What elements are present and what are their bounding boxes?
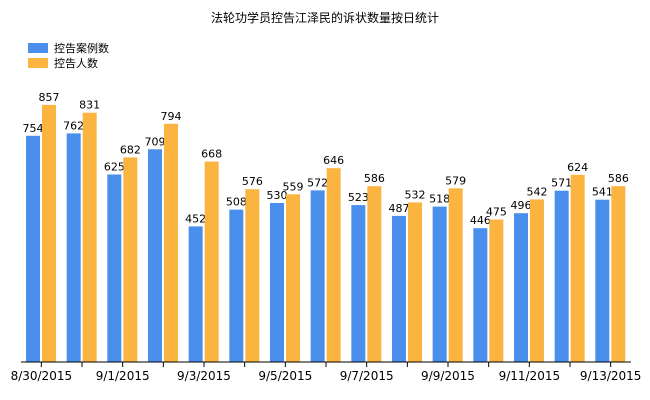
data-label-people: 586 [364, 172, 385, 185]
x-tick-label: 9/9/2015 [421, 369, 475, 383]
data-label-cases: 487 [389, 202, 410, 215]
bar-cases [107, 174, 122, 362]
data-label-people: 559 [283, 180, 304, 193]
data-label-cases: 709 [145, 135, 166, 148]
data-label-people: 542 [527, 185, 548, 198]
x-tick-label: 9/13/2015 [580, 369, 642, 383]
data-label-cases: 452 [185, 212, 206, 225]
x-tick-label: 9/7/2015 [340, 369, 394, 383]
data-label-cases: 572 [307, 176, 328, 189]
data-label-cases: 508 [226, 196, 247, 209]
bar-people [245, 189, 260, 362]
chart-title: 法轮功学员控告江泽民的诉状数量按日统计 [210, 11, 439, 25]
bar-people [164, 123, 178, 362]
legend-label-people: 控告人数 [54, 56, 98, 70]
bar-cases [473, 228, 488, 362]
bar-people [408, 202, 422, 362]
data-label-people: 831 [79, 99, 100, 112]
data-label-people: 682 [120, 143, 141, 156]
legend-item-people: 控告人数 [28, 55, 109, 70]
data-label-people: 576 [242, 175, 263, 188]
data-label-cases: 518 [429, 193, 450, 206]
x-tick-label: 9/5/2015 [258, 369, 312, 383]
data-label-people: 586 [608, 172, 629, 185]
data-label-cases: 625 [104, 161, 125, 174]
bar-people [42, 104, 56, 363]
data-label-cases: 496 [511, 199, 532, 212]
bar-people [489, 219, 504, 362]
data-label-people: 579 [445, 174, 466, 187]
bar-people [286, 194, 300, 362]
bar-cases [392, 215, 406, 362]
bar-people [367, 186, 382, 362]
x-tick-label: 8/30/2015 [11, 369, 73, 383]
data-label-cases: 446 [470, 214, 491, 227]
data-label-people: 794 [161, 110, 182, 123]
bar-cases [554, 190, 569, 362]
bar-cases [26, 135, 40, 362]
data-label-cases: 754 [23, 122, 44, 135]
data-label-cases: 530 [267, 189, 288, 202]
data-label-people: 857 [39, 91, 60, 104]
bar-cases [514, 213, 528, 362]
bar-people [611, 186, 626, 362]
legend-item-cases: 控告案例数 [28, 40, 109, 55]
legend: 控告案例数 控告人数 [28, 40, 109, 70]
x-tick-label: 9/1/2015 [96, 369, 150, 383]
bar-people [82, 112, 97, 362]
data-label-cases: 571 [551, 177, 572, 190]
bar-people [123, 157, 138, 362]
data-label-people: 668 [201, 148, 222, 161]
bar-cases [351, 205, 366, 362]
bar-cases [595, 199, 610, 362]
bar-cases [66, 133, 81, 362]
bar-cases [148, 149, 162, 362]
x-tick-label: 9/3/2015 [177, 369, 231, 383]
data-label-people: 646 [323, 154, 344, 167]
bar-cases [310, 190, 325, 362]
data-label-cases: 541 [592, 186, 613, 199]
data-label-people: 624 [567, 161, 588, 174]
bar-cases [229, 209, 244, 362]
bar-cases [188, 226, 203, 362]
data-label-cases: 762 [63, 119, 84, 132]
bar-people [570, 174, 585, 362]
bar-cases [270, 203, 284, 362]
bar-people [448, 188, 463, 362]
legend-label-cases: 控告案例数 [54, 41, 109, 55]
bar-people [204, 161, 219, 362]
bar-cases [432, 206, 447, 362]
data-label-people: 532 [405, 188, 426, 201]
x-tick-label: 9/11/2015 [499, 369, 561, 383]
data-label-people: 475 [486, 206, 507, 219]
legend-swatch-cases [28, 42, 48, 53]
bar-people [326, 168, 341, 362]
data-label-cases: 523 [348, 191, 369, 204]
bar-people [530, 199, 544, 362]
legend-swatch-people [28, 57, 48, 68]
